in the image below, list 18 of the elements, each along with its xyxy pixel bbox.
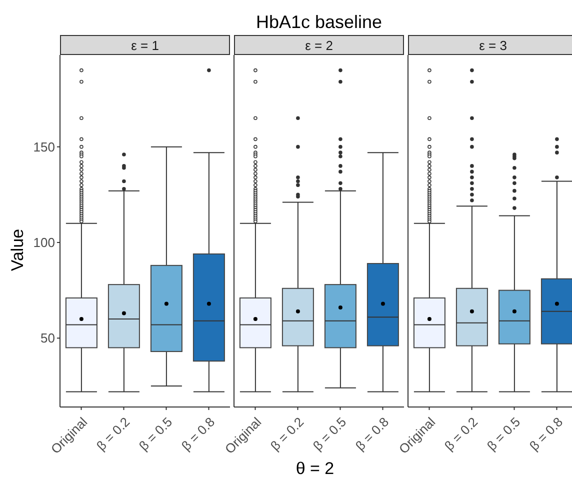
chart-subtitle: ε = 1 [60,35,230,55]
x-tick-label: β = 0.2 [268,414,307,454]
x-tick-label: β = 0.8 [178,414,218,454]
chart-title: HbA1c baseline [254,11,384,34]
x-tick-label: β = 0.8 [526,414,566,454]
x-tick-label: β = 0.2 [442,414,481,454]
y-tick-label: 150 [33,139,55,154]
chart-subtitle: ε = 2 [234,35,404,55]
x-axis-title: θ = 2 [294,459,336,479]
y-tick-label: 50 [40,330,55,346]
x-tick-label: β = 0.5 [484,414,524,454]
x-tick-label: β = 0.2 [94,414,133,454]
x-tick-label: β = 0.5 [136,414,176,454]
chart-subtitle: ε = 3 [408,35,572,55]
x-tick-label: β = 0.8 [352,414,392,454]
x-tick-label: β = 0.5 [310,414,350,454]
y-tick-label: 100 [33,235,55,250]
y-axis-title: Value [8,228,28,272]
